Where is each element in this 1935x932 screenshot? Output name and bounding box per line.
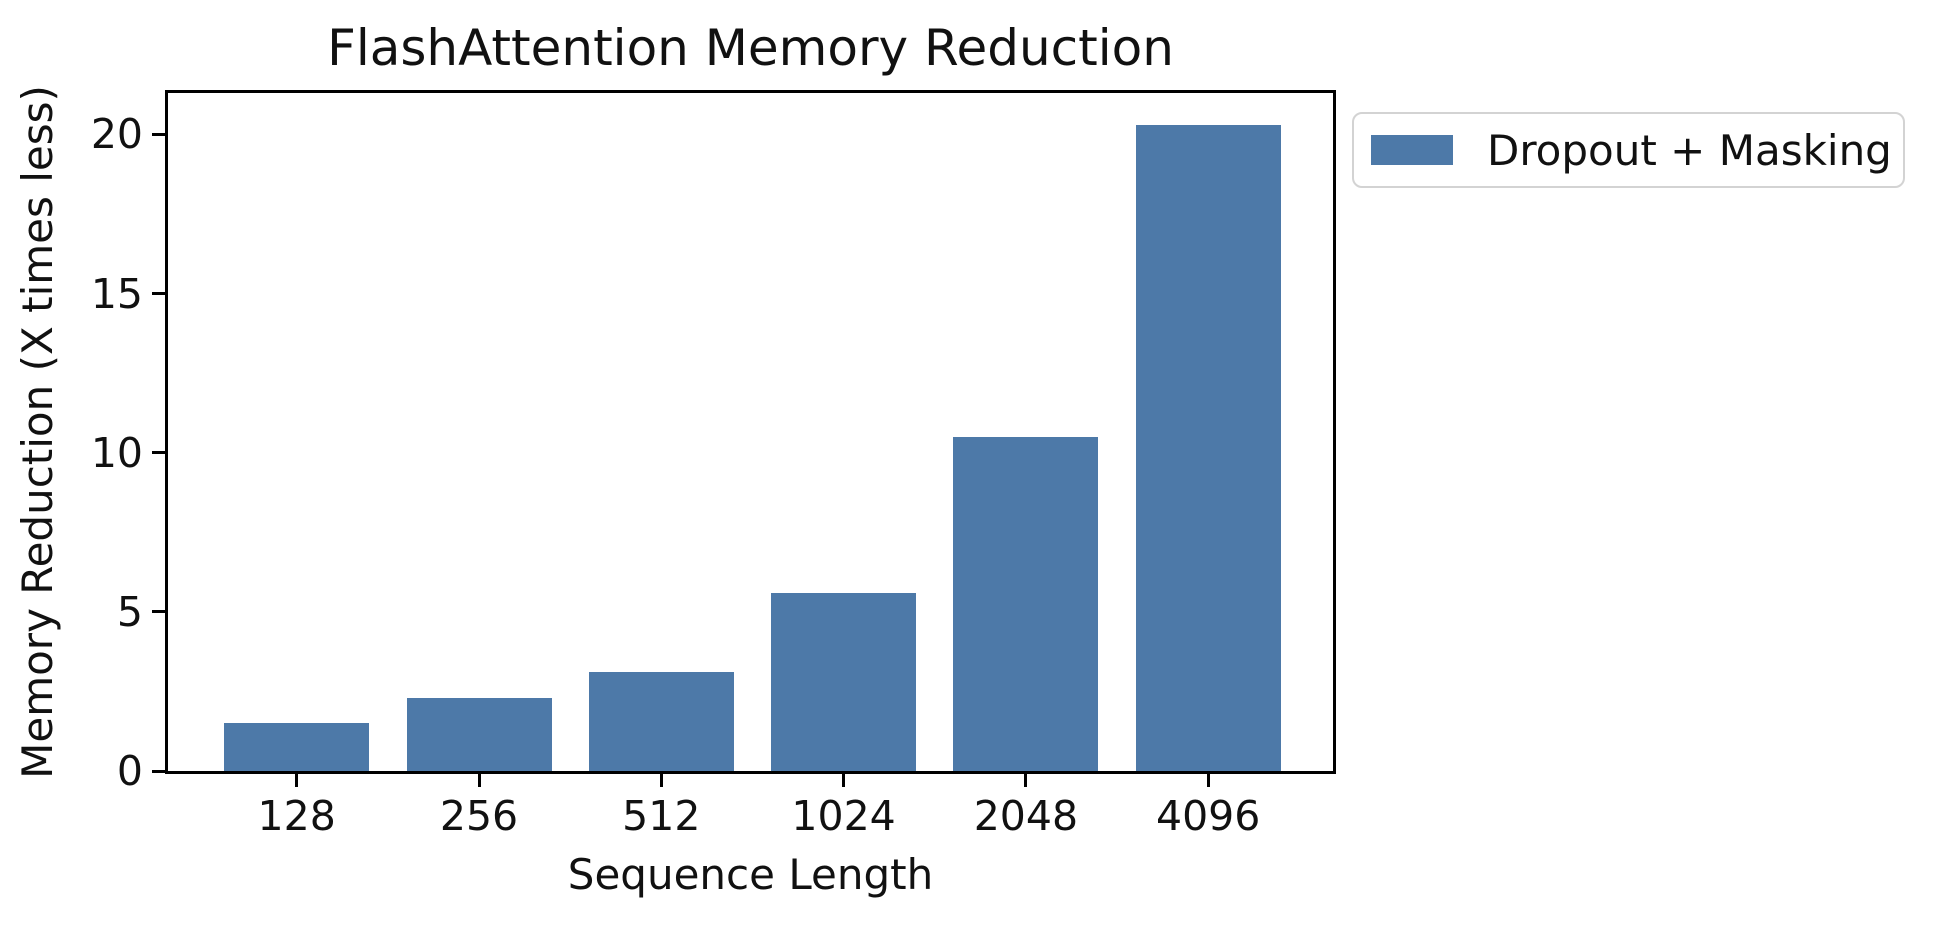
- legend: Dropout + Masking: [1352, 112, 1905, 188]
- x-tick-label: 512: [622, 792, 701, 840]
- x-tick-mark: [1024, 774, 1028, 787]
- y-tick-label: 10: [90, 428, 143, 477]
- chart-title: FlashAttention Memory Reduction: [327, 19, 1174, 77]
- x-tick-label: 4096: [1156, 792, 1261, 840]
- x-tick-mark: [1206, 774, 1210, 787]
- x-tick-label: 256: [439, 792, 519, 840]
- y-tick-mark: [152, 292, 165, 296]
- y-tick-label: 15: [90, 269, 143, 318]
- bar-1024: [771, 592, 917, 771]
- bar-256: [406, 697, 552, 771]
- y-tick-label: 20: [90, 110, 143, 159]
- x-axis-label: Sequence Length: [567, 850, 934, 899]
- x-tick-mark: [659, 774, 663, 787]
- y-tick-mark: [152, 610, 165, 614]
- legend-swatch: [1371, 135, 1453, 165]
- bar-512: [588, 672, 734, 771]
- y-tick-mark: [152, 132, 165, 136]
- plot-area: [165, 90, 1336, 774]
- x-tick-mark: [295, 774, 299, 787]
- x-tick-label: 2048: [973, 792, 1079, 840]
- x-tick-label: 1024: [791, 792, 896, 840]
- bar-4096: [1135, 124, 1281, 771]
- bar-2048: [953, 436, 1099, 771]
- x-tick-mark: [842, 774, 846, 787]
- y-tick-mark: [152, 451, 165, 455]
- x-tick-label: 128: [257, 792, 336, 840]
- legend-label: Dropout + Masking: [1487, 125, 1892, 175]
- x-tick-mark: [477, 774, 481, 787]
- y-tick-label: 5: [116, 587, 143, 636]
- bar-128: [224, 723, 370, 771]
- y-tick-label: 0: [116, 747, 143, 795]
- y-tick-mark: [152, 769, 165, 773]
